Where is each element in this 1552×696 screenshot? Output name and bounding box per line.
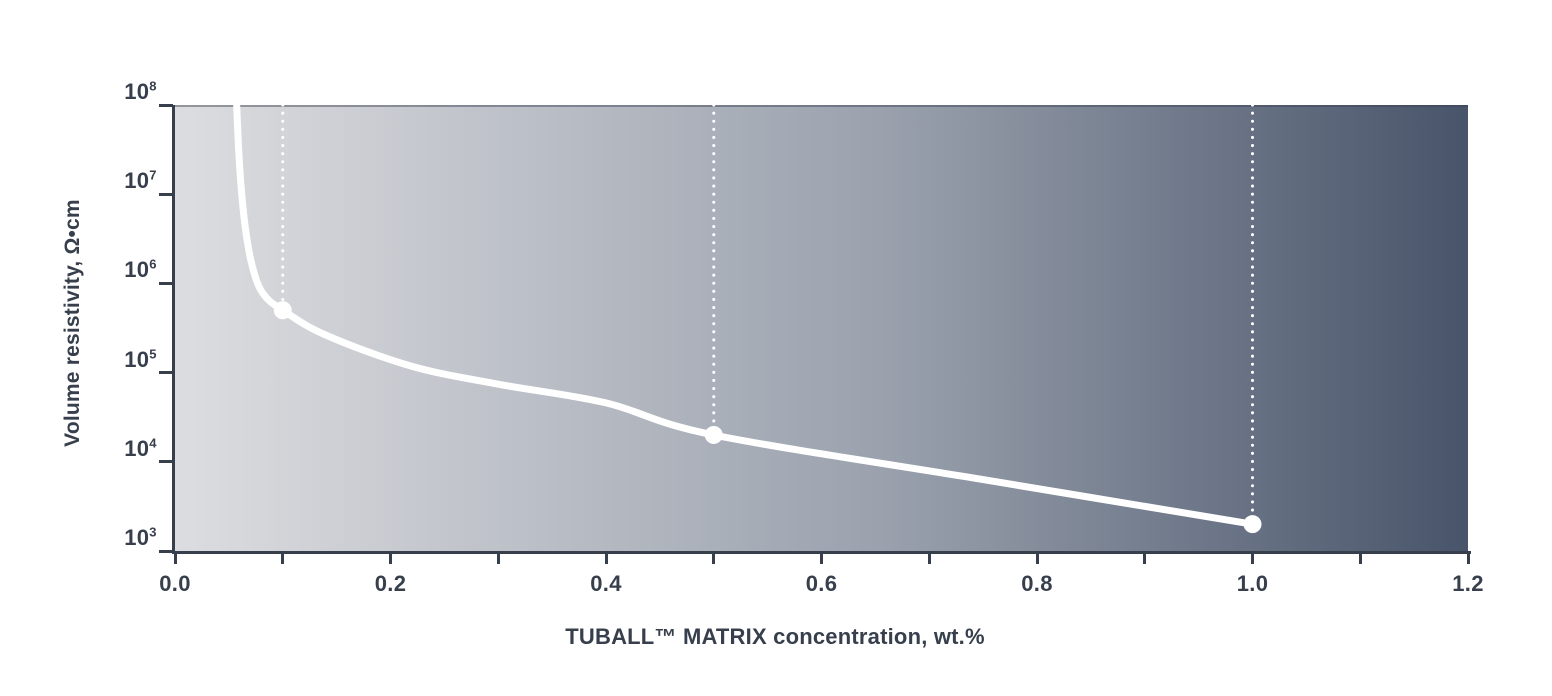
x-tick (1466, 554, 1470, 564)
y-tick (159, 460, 173, 464)
resistivity-curve (233, 105, 1256, 528)
y-tick-base: 10 (124, 257, 150, 283)
x-tick (281, 554, 285, 564)
x-tick (496, 554, 500, 564)
x-tick (389, 554, 392, 564)
plot-top-border (175, 105, 1468, 107)
y-tick (159, 281, 173, 285)
y-tick-base: 10 (124, 168, 150, 194)
x-axis-line (172, 551, 1471, 554)
x-tick-label: 0.2 (374, 571, 407, 596)
data-point-marker (1243, 515, 1262, 534)
x-tick (1251, 554, 1254, 564)
y-tick (159, 371, 173, 375)
y-tick-label: 103 (85, 526, 157, 550)
x-tick (712, 554, 716, 564)
y-tick-label: 106 (85, 258, 157, 282)
y-tick-base: 10 (124, 346, 150, 372)
x-tick-label: 1.0 (1236, 571, 1269, 596)
x-tick-label: 0.0 (159, 571, 191, 596)
x-tick (1035, 554, 1039, 564)
x-tick (820, 554, 823, 564)
y-tick-exponent: 8 (149, 78, 157, 94)
data-point-marker (273, 301, 292, 320)
y-tick-label: 104 (85, 435, 157, 461)
y-tick-exponent: 6 (149, 257, 157, 273)
x-tick-label: 1.2 (1452, 571, 1484, 596)
plot-area (175, 105, 1468, 551)
y-tick-base: 10 (124, 435, 150, 461)
data-point-marker (704, 425, 723, 444)
x-tick (604, 554, 608, 564)
x-tick-label: 0.6 (805, 571, 838, 596)
y-axis-title: Volume resistivity, Ω•cm (61, 199, 84, 447)
x-tick (1358, 554, 1362, 564)
x-tick (927, 554, 931, 564)
series-layer (233, 105, 1262, 534)
x-tick-label: 0.8 (1021, 571, 1053, 596)
y-tick-exponent: 3 (149, 524, 157, 540)
y-tick-label: 108 (85, 80, 157, 104)
x-tick-label: 0.4 (590, 571, 622, 596)
y-tick-base: 10 (124, 79, 150, 104)
y-tick-exponent: 7 (149, 167, 157, 183)
y-tick-label: 105 (85, 346, 157, 372)
x-axis-title: TUBALL™ MATRIX concentration, wt.% (565, 624, 985, 649)
y-tick-label: 107 (85, 169, 157, 193)
y-tick-exponent: 4 (149, 435, 157, 451)
y-tick-base: 10 (124, 525, 150, 550)
y-tick (159, 192, 173, 196)
y-axis-line (172, 105, 175, 554)
y-tick (159, 549, 173, 553)
y-tick-exponent: 5 (149, 346, 157, 362)
x-tick (173, 554, 177, 564)
x-tick (1143, 554, 1147, 564)
y-tick (159, 103, 173, 107)
